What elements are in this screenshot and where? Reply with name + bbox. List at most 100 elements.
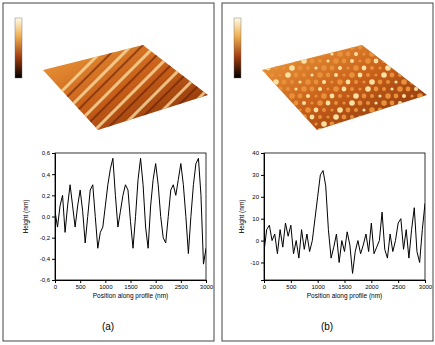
x-tick-mark xyxy=(156,280,157,283)
grain xyxy=(385,121,391,127)
grain xyxy=(294,59,297,62)
grain xyxy=(362,66,367,71)
grain xyxy=(349,44,355,50)
grain xyxy=(362,108,365,111)
grain xyxy=(274,94,278,98)
grain xyxy=(269,114,275,120)
grain xyxy=(397,58,403,64)
grain xyxy=(314,80,319,85)
grain xyxy=(289,37,295,43)
grain xyxy=(266,80,269,83)
grain xyxy=(294,87,297,90)
x-tick-label: 0 xyxy=(54,284,58,290)
grain xyxy=(374,115,379,120)
grain xyxy=(353,65,359,71)
grain xyxy=(406,87,411,92)
grain xyxy=(390,73,395,78)
grain xyxy=(410,122,413,125)
y-tick: 0,2 xyxy=(42,193,55,199)
ridge xyxy=(167,40,257,130)
grain xyxy=(422,45,427,50)
grain xyxy=(417,93,423,99)
grain xyxy=(306,94,310,98)
grain xyxy=(262,73,267,78)
y-tick-label: 0,6 xyxy=(42,150,51,156)
grain xyxy=(290,52,294,56)
grain xyxy=(390,45,395,50)
grain xyxy=(342,73,345,76)
grain xyxy=(289,121,295,127)
x-tick-mark xyxy=(318,280,319,283)
grain xyxy=(262,45,267,50)
x-tick-label: 500 xyxy=(286,284,297,290)
grain xyxy=(378,108,383,113)
grain xyxy=(266,38,271,43)
ridge xyxy=(119,40,209,130)
grain xyxy=(250,52,255,57)
y-tick-mark xyxy=(52,174,55,175)
x-tick: 2000 xyxy=(365,280,379,290)
grain xyxy=(430,129,434,133)
grain xyxy=(390,115,393,118)
grain xyxy=(382,115,386,119)
grain xyxy=(426,38,431,43)
grain xyxy=(330,52,333,55)
grain xyxy=(394,108,397,111)
grain xyxy=(413,100,419,106)
grain xyxy=(414,59,418,63)
x-tick-label: 2500 xyxy=(175,284,189,290)
grain xyxy=(322,80,326,84)
grain xyxy=(278,73,281,76)
grain xyxy=(350,87,354,91)
grain xyxy=(274,122,278,126)
grain xyxy=(430,73,434,77)
y-tick-mark xyxy=(261,262,264,263)
grain xyxy=(270,45,274,49)
grain xyxy=(397,86,403,92)
grain xyxy=(366,101,370,105)
grain xyxy=(262,101,267,106)
profile-line xyxy=(55,158,206,264)
grain xyxy=(370,122,374,126)
grain xyxy=(358,73,363,78)
grain xyxy=(330,38,335,43)
grain xyxy=(362,38,367,43)
x-tick: 2500 xyxy=(392,280,406,290)
profile-line xyxy=(264,171,425,274)
grain xyxy=(410,108,415,113)
grain xyxy=(306,38,310,42)
grain xyxy=(422,59,425,62)
grain xyxy=(358,59,361,62)
grain xyxy=(278,45,281,48)
grain xyxy=(354,108,358,112)
grain xyxy=(333,58,339,64)
x-tick: 1000 xyxy=(99,280,113,290)
grain xyxy=(298,94,303,99)
grain xyxy=(406,115,411,120)
grain xyxy=(289,93,295,99)
grain xyxy=(306,122,310,126)
grain xyxy=(342,129,345,132)
grain xyxy=(310,45,313,48)
plot-area xyxy=(264,171,425,274)
panel: 050010001500200025003000-0,6-0,4-0,20,00… xyxy=(3,3,266,341)
grain xyxy=(294,115,297,118)
x-tick-label: 1000 xyxy=(311,284,325,290)
grain xyxy=(250,66,253,69)
y-tick: -0,2 xyxy=(40,235,55,241)
surface-render xyxy=(15,18,266,132)
grain xyxy=(310,115,315,120)
grain xyxy=(273,51,279,57)
grain xyxy=(346,108,351,113)
grain xyxy=(394,94,399,99)
grain xyxy=(322,52,326,56)
grain xyxy=(310,87,315,92)
grain xyxy=(310,73,313,76)
y-tick: -10 xyxy=(250,260,264,266)
grain xyxy=(334,129,338,133)
grain xyxy=(370,38,374,42)
grain xyxy=(262,87,265,90)
grain xyxy=(365,86,371,92)
surface xyxy=(262,45,427,130)
grain xyxy=(302,101,306,105)
